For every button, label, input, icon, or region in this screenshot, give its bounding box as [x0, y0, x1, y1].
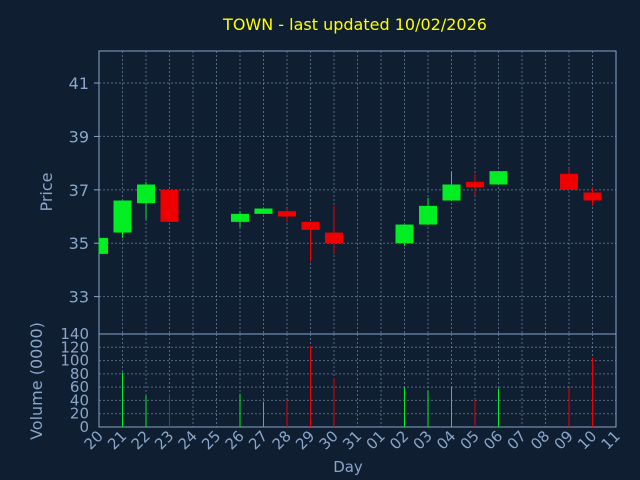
price-tick-label: 39 — [69, 127, 89, 146]
candle-body — [301, 221, 320, 230]
x-tick-label: 02 — [386, 427, 412, 453]
volume-tick-label: 80 — [70, 365, 89, 383]
candle-body — [560, 173, 578, 190]
candle-body — [137, 184, 155, 204]
x-tick-label: 27 — [245, 427, 271, 453]
price-panel: 33 35 37 39 41 — [69, 50, 617, 335]
x-tick-label: 09 — [551, 427, 577, 453]
x-tick-label: 30 — [316, 427, 342, 453]
candle-body — [99, 237, 108, 254]
price-tick-label: 33 — [69, 288, 89, 307]
x-tick-label: 26 — [222, 427, 248, 453]
volume-tick-label: 40 — [70, 391, 89, 409]
volume-tick-label: 140 — [60, 325, 89, 343]
volume-plot-border — [98, 333, 617, 428]
x-tick-label: 29 — [292, 427, 318, 453]
chart-title: TOWN - last updated 10/02/2026 — [222, 15, 487, 34]
candle-body — [466, 181, 484, 188]
candle-body — [113, 200, 132, 233]
volume-tick-label: 20 — [70, 405, 89, 423]
price-tick-label: 41 — [69, 74, 89, 93]
volume-axis-label: Volume (0000) — [27, 322, 46, 440]
candle-body — [231, 213, 249, 222]
x-tick-label: 08 — [527, 427, 553, 453]
x-tick-label: 03 — [410, 427, 436, 453]
x-tick-label: 31 — [339, 427, 365, 453]
x-tick-label: 28 — [269, 427, 295, 453]
candle-body — [325, 232, 343, 244]
x-tick-label: 07 — [504, 427, 530, 453]
x-tick-label: 11 — [598, 427, 624, 453]
candle-body — [489, 171, 508, 185]
price-tick-label: 35 — [69, 234, 89, 253]
x-tick-label: 22 — [128, 427, 154, 453]
x-tick-label: 05 — [457, 427, 483, 453]
candle-body — [583, 192, 602, 201]
candle-body — [160, 189, 179, 222]
price-axis-label: Price — [37, 172, 56, 211]
x-tick-label: 23 — [151, 427, 177, 453]
volume-tick-label: 60 — [70, 378, 89, 396]
volume-tick-label: 100 — [60, 352, 89, 370]
candle-body — [419, 205, 437, 225]
candle-body — [442, 184, 461, 201]
x-tick-label: 10 — [574, 427, 600, 453]
x-axis: 2021222324252627282930310102030405060708… — [81, 427, 624, 453]
candle-body — [395, 224, 414, 244]
candle-body — [254, 208, 273, 214]
x-axis-label: Day — [333, 458, 363, 476]
volume-tick-label: 120 — [60, 338, 89, 356]
x-tick-label: 01 — [363, 427, 389, 453]
volume-tick-label: 0 — [79, 418, 89, 436]
candle-body — [278, 211, 296, 217]
x-tick-label: 24 — [175, 427, 201, 453]
x-tick-label: 25 — [198, 427, 224, 453]
x-tick-label: 06 — [480, 427, 506, 453]
x-tick-label: 21 — [104, 427, 130, 453]
price-tick-label: 37 — [69, 181, 89, 200]
x-tick-label: 04 — [433, 427, 459, 453]
